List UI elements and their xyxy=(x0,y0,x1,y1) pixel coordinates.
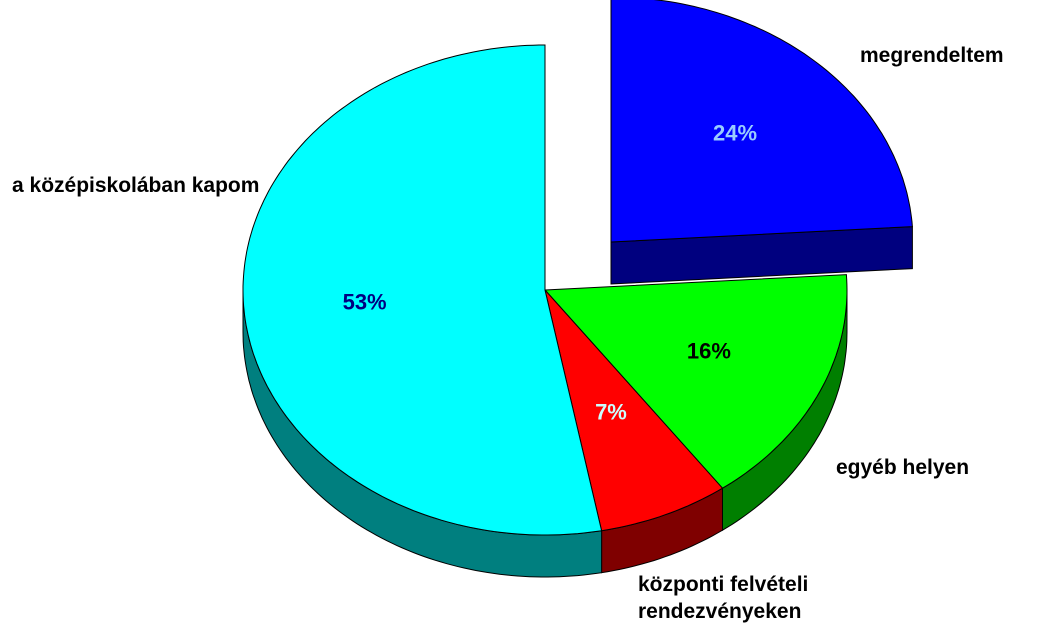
slice xyxy=(543,274,848,489)
value-label: 24% xyxy=(713,121,757,146)
slice xyxy=(242,44,603,536)
category-label: egyéb helyen xyxy=(836,456,970,479)
slice xyxy=(544,289,724,532)
value-label: 53% xyxy=(343,290,387,315)
category-label: központi felvételi rendezvényeken xyxy=(638,573,809,623)
value-label: 16% xyxy=(687,338,731,363)
category-label: megrendeltem xyxy=(860,44,1004,67)
value-label: 7% xyxy=(595,399,627,424)
slice xyxy=(610,0,913,243)
category-label: a középiskolában kapom xyxy=(12,174,260,197)
